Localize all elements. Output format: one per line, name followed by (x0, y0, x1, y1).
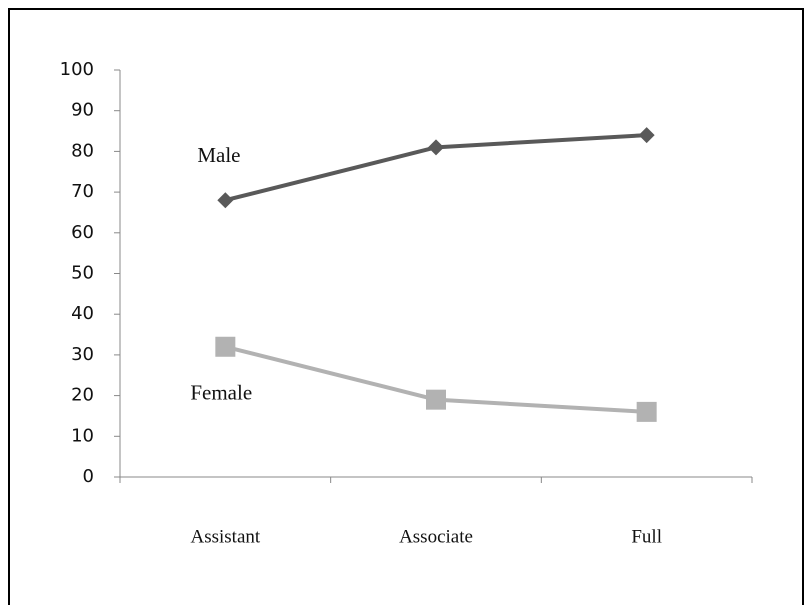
y-tick-label: 80 (71, 140, 94, 161)
square-marker (215, 336, 236, 357)
y-tick-label: 40 (71, 303, 94, 324)
diamond-marker (638, 127, 655, 144)
y-tick-label: 50 (71, 263, 94, 284)
series-label: Male (197, 143, 240, 167)
y-tick-label: 60 (71, 222, 94, 243)
x-tick-label: Assistant (190, 526, 260, 547)
square-marker (636, 401, 657, 422)
y-tick-label: 100 (60, 59, 94, 80)
x-tick-label: Associate (399, 526, 473, 547)
y-tick-label: 30 (71, 344, 94, 365)
y-tick-label: 70 (71, 181, 94, 202)
x-tick-label: Full (631, 526, 662, 547)
y-tick-label: 20 (71, 385, 94, 406)
diamond-marker (428, 139, 444, 156)
square-marker (426, 389, 446, 410)
y-tick-label: 10 (71, 425, 94, 446)
y-tick-label: 0 (83, 466, 94, 487)
y-tick-label: 90 (71, 100, 94, 121)
diamond-marker (217, 192, 234, 209)
series-label: Female (190, 381, 252, 405)
frame (8, 8, 804, 605)
